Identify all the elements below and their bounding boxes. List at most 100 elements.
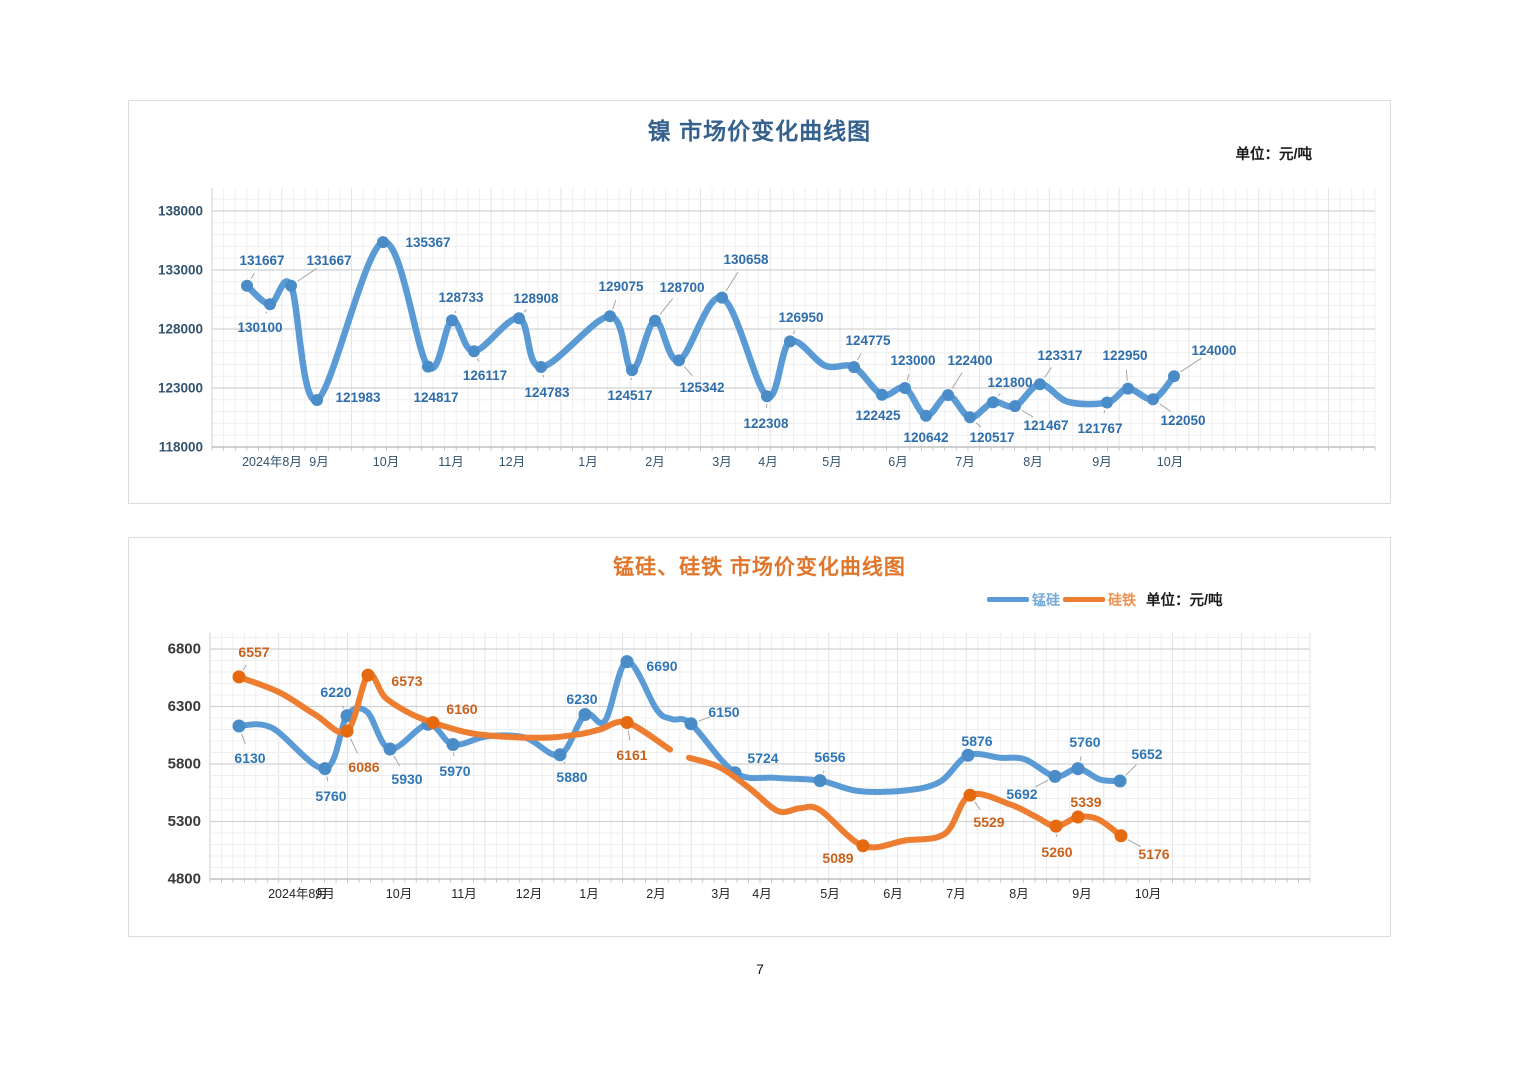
- data-point-label: 5930: [391, 771, 422, 787]
- data-point-marker: [899, 382, 911, 394]
- data-point-marker: [620, 655, 634, 669]
- label-leader-line: [1180, 357, 1202, 373]
- label-leader-line: [542, 374, 544, 378]
- y-axis-labels: 6800 6300 5800 5300 4800: [168, 641, 201, 888]
- data-point-marker: [1168, 370, 1180, 383]
- y-tick-label: 138000: [158, 204, 203, 219]
- label-leader-line: [698, 716, 711, 722]
- data-point-marker: [813, 774, 827, 788]
- label-leader-line: [1021, 409, 1034, 418]
- data-point-marker: [340, 709, 354, 723]
- data-point-marker: [1113, 774, 1127, 788]
- data-point-marker: [1147, 393, 1159, 406]
- x-tick-label: 1月: [579, 887, 598, 901]
- label-leader-line: [250, 272, 255, 280]
- label-leader-line: [997, 393, 1001, 397]
- data-point-marker: [446, 314, 458, 327]
- x-tick-label: 12月: [499, 455, 525, 469]
- label-leader-line: [975, 422, 982, 428]
- data-point-marker: [1071, 810, 1085, 824]
- data-point-marker: [311, 394, 323, 406]
- y-axis-labels: 138000 133000 128000 123000 118000: [158, 204, 203, 455]
- data-point-label: 124775: [845, 333, 891, 348]
- data-point-label: 122050: [1160, 413, 1205, 428]
- x-tick-label: 5月: [820, 887, 839, 901]
- data-point-label: 6160: [446, 701, 477, 717]
- data-point-marker: [1048, 769, 1062, 783]
- data-point-marker: [318, 762, 332, 776]
- data-point-marker: [1034, 378, 1046, 391]
- data-point-label: 5724: [747, 750, 778, 766]
- data-point-label: 5089: [822, 850, 853, 866]
- nickel-chart-title: 镍 市场价变化曲线图: [647, 118, 872, 144]
- label-leader-line: [725, 271, 739, 292]
- legend-swatch-mengsi: [987, 597, 1029, 602]
- label-leader-line: [523, 309, 527, 313]
- data-point-label: 6086: [348, 759, 379, 775]
- data-point-marker: [513, 312, 525, 325]
- data-point-label: 121467: [1023, 418, 1068, 433]
- data-point-label: 5339: [1070, 794, 1101, 810]
- y-tick-label: 5300: [168, 813, 201, 830]
- data-point-label: 131667: [239, 253, 284, 268]
- data-point-label: 6573: [391, 673, 422, 689]
- label-leader-line: [974, 801, 981, 811]
- label-leader-line: [857, 353, 862, 361]
- data-point-label: 121800: [987, 375, 1032, 390]
- x-tick-label: 2024年8月: [242, 455, 302, 469]
- data-point-label: 5970: [439, 763, 470, 779]
- x-tick-label: 4月: [752, 887, 771, 901]
- label-leader-line: [265, 311, 268, 314]
- data-point-marker: [1114, 829, 1128, 843]
- y-tick-label: 6800: [168, 641, 201, 658]
- x-tick-label: 6月: [883, 887, 902, 901]
- data-point-marker: [964, 411, 976, 424]
- grid: [211, 188, 1376, 451]
- data-point-marker: [1071, 762, 1085, 776]
- data-point-label: 6557: [238, 644, 269, 660]
- data-point-marker: [716, 291, 728, 304]
- label-leader-line: [1125, 369, 1128, 381]
- legend-label-mengsi: 锰硅: [1032, 591, 1060, 608]
- data-point-marker: [684, 717, 698, 731]
- data-point-label: 5760: [315, 788, 346, 804]
- data-point-marker: [961, 748, 975, 762]
- data-point-marker: [784, 335, 796, 348]
- data-point-label: 135367: [405, 235, 450, 250]
- label-leader-line: [476, 358, 480, 362]
- data-point-label: 131667: [306, 253, 351, 268]
- data-point-label: 124000: [1191, 343, 1236, 358]
- data-point-label: 5656: [814, 749, 845, 765]
- data-point-label: 6150: [708, 704, 739, 720]
- data-point-label: 5876: [961, 733, 992, 749]
- x-tick-label: 3月: [711, 887, 730, 901]
- data-point-marker: [920, 409, 932, 422]
- label-leader-line: [1159, 403, 1171, 412]
- x-tick-label: 2024年8月: [268, 887, 328, 901]
- data-point-marker: [856, 839, 870, 853]
- y-tick-label: 133000: [158, 263, 203, 278]
- x-tick-label: 7月: [955, 455, 974, 469]
- data-point-marker: [942, 389, 954, 402]
- nickel-unit-label: 单位：元/吨: [1235, 147, 1312, 163]
- data-point-marker: [620, 716, 634, 729]
- data-point-label: 5260: [1041, 844, 1072, 860]
- label-leader-line: [326, 776, 329, 782]
- series-line: [243, 238, 1178, 421]
- x-tick-label: 9月: [309, 455, 328, 469]
- data-point-marker: [446, 738, 460, 751]
- data-point-label: 123317: [1037, 348, 1082, 363]
- data-point-label: 5176: [1138, 846, 1169, 862]
- data-point-label: 124783: [524, 385, 570, 400]
- y-tick-label: 128000: [158, 322, 203, 337]
- data-point-label: 128700: [659, 280, 704, 295]
- data-point-label: 5692: [1006, 786, 1037, 802]
- data-point-marker: [876, 388, 888, 401]
- x-tick-label: 5月: [822, 455, 841, 469]
- data-point-label: 122950: [1102, 348, 1147, 363]
- data-point-label: 124817: [413, 390, 458, 405]
